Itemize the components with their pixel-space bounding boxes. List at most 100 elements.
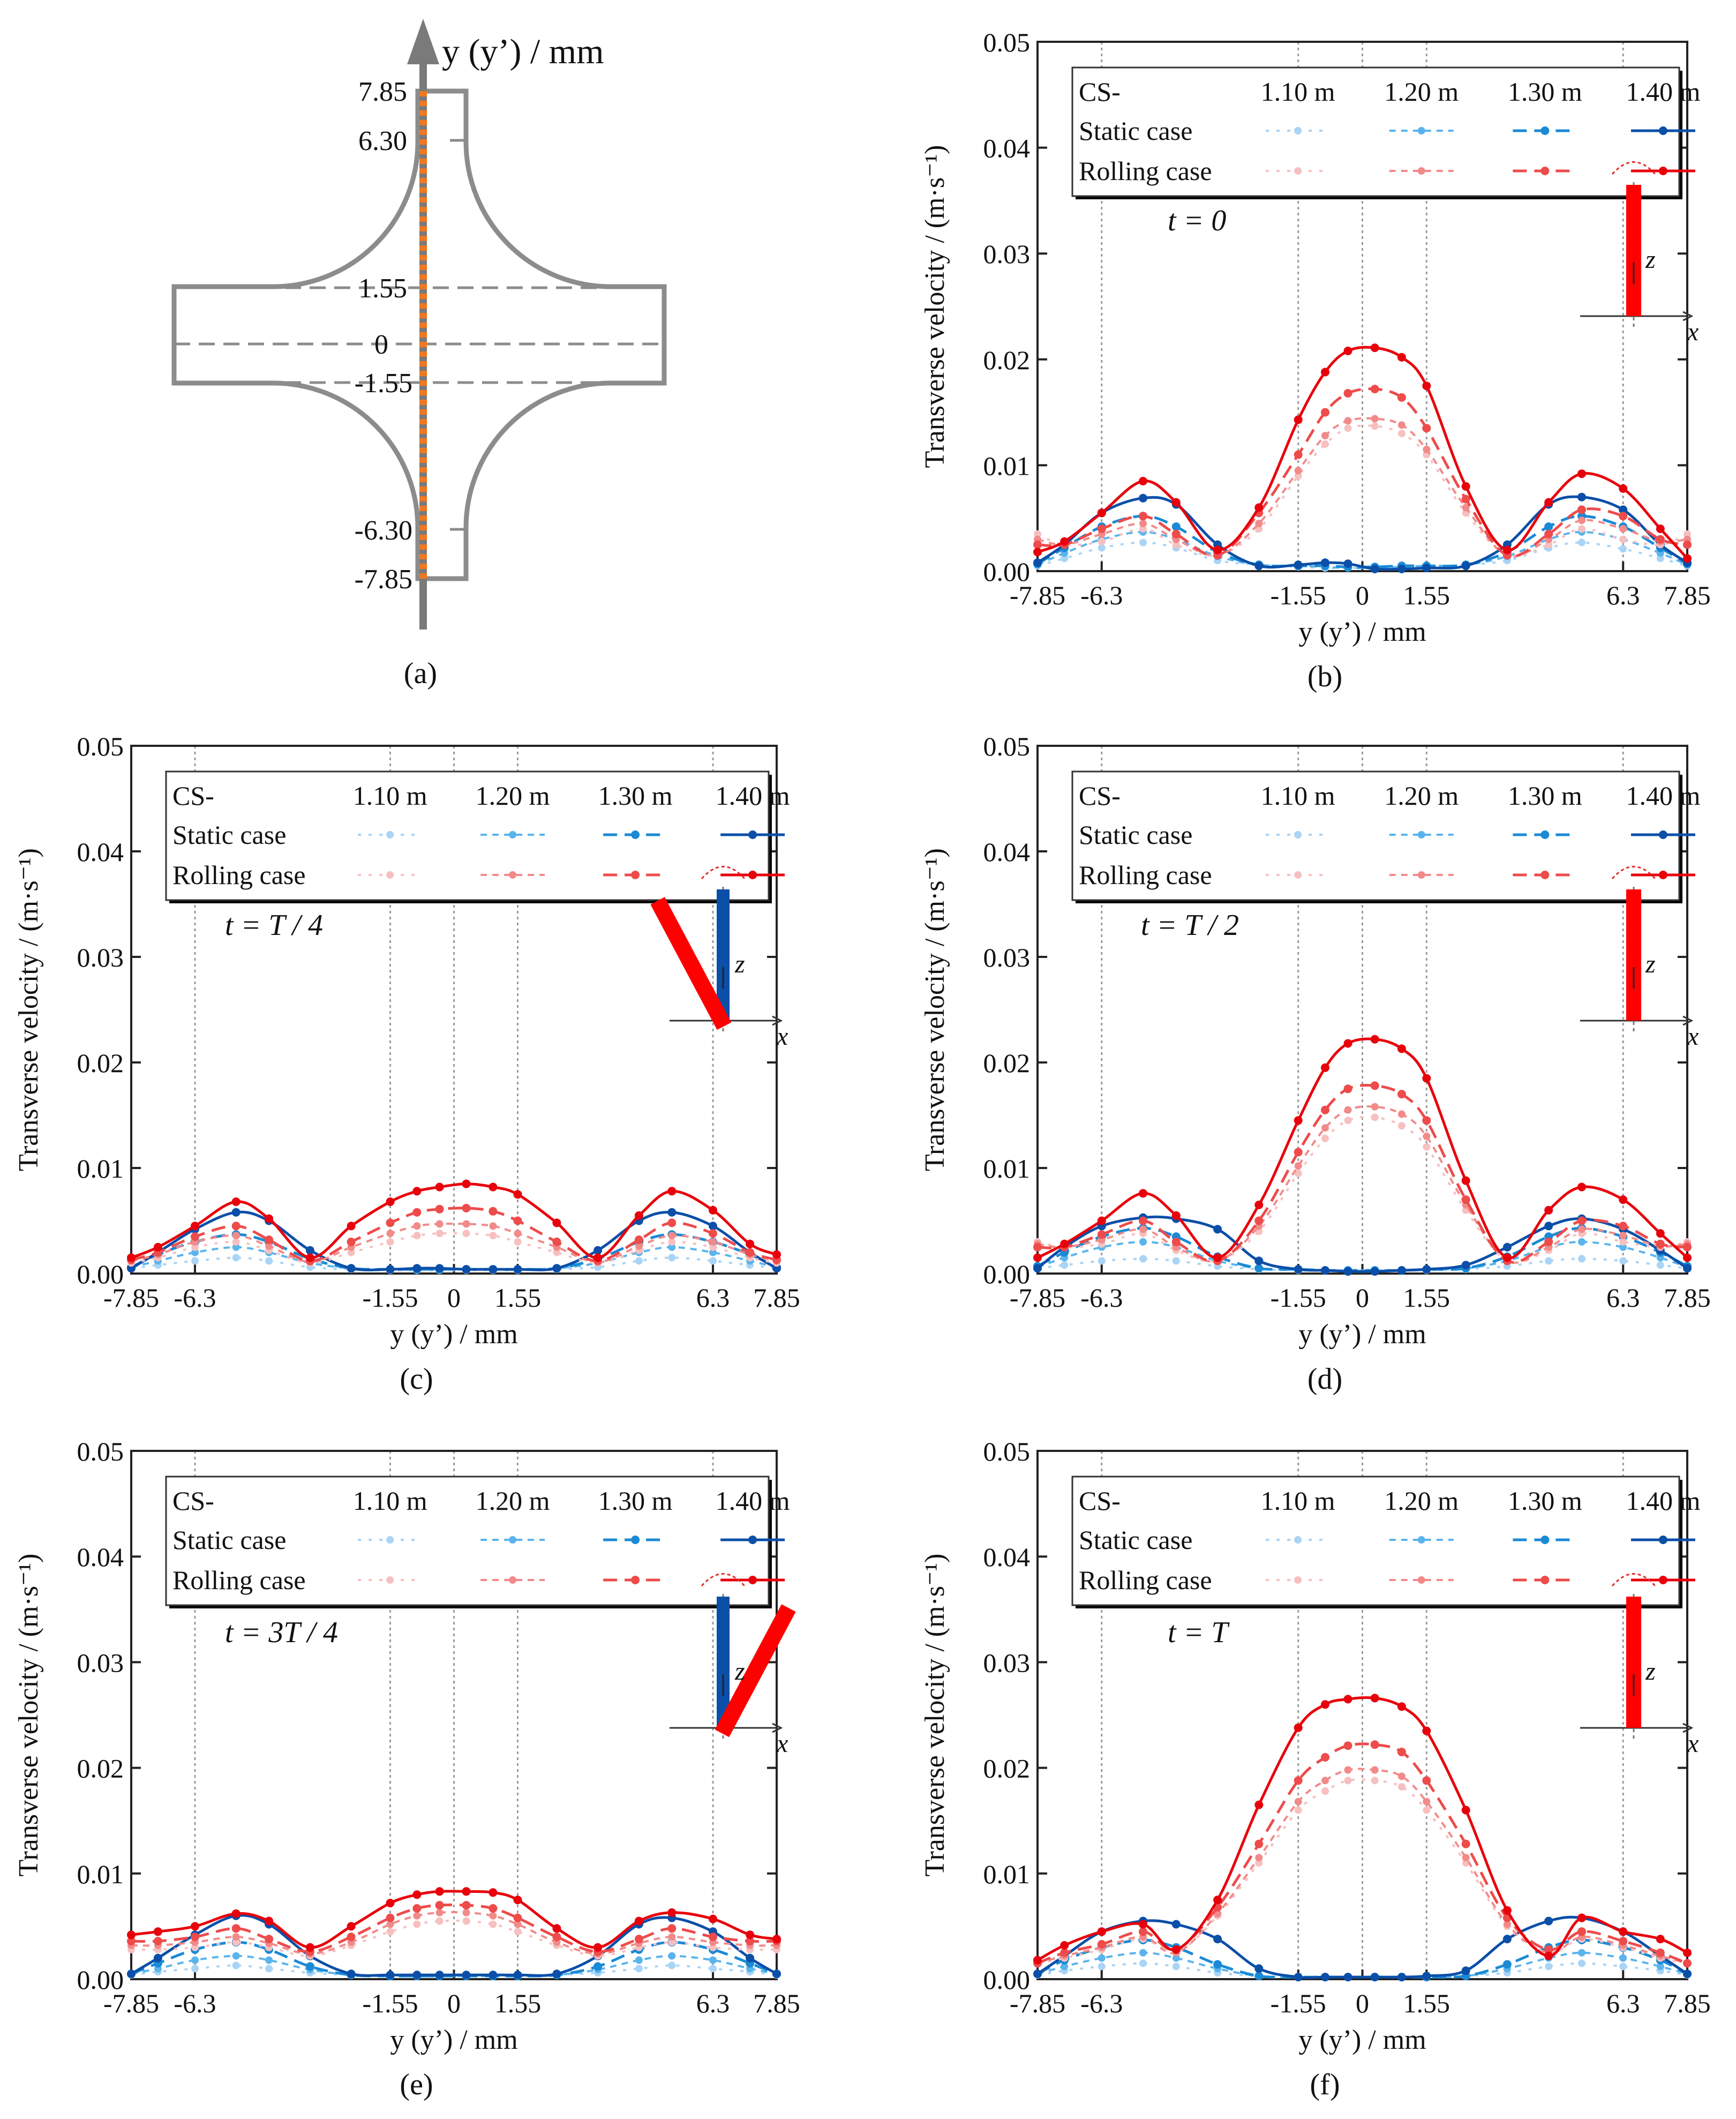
x-tick-label: -1.55 [1271,1988,1326,2018]
data-point [413,1912,421,1920]
x-tick-label: 6.3 [1606,1988,1640,2018]
data-point [1370,1081,1379,1090]
data-point [1544,1222,1553,1231]
data-point [1370,1740,1379,1749]
data-point [1343,389,1352,398]
data-point [513,1216,522,1225]
data-point [1139,520,1147,528]
data-point [1033,1956,1042,1965]
data-point [1397,1748,1406,1756]
series-line [1037,417,1688,558]
data-point [1098,1954,1106,1962]
data-point [1098,537,1106,545]
panel-c-chart: 0.00 0.01 0.02 0.03 0.04 0.05 -7.85 -6.3 -1.55 0 1… [13,731,800,1396]
data-point [435,1220,444,1228]
data-point [1371,1113,1379,1121]
data-point [1321,1063,1329,1072]
data-point [668,1938,676,1946]
data-point [1371,415,1379,423]
y-tick-label: 0.02 [983,1048,1031,1078]
data-point [1172,1963,1180,1971]
data-point [1397,1266,1406,1275]
data-point [1619,525,1627,533]
data-point [1545,1257,1553,1265]
data-point [462,1887,471,1896]
legend-prefix: CS- [172,1486,214,1516]
legend-swatch-marker [1658,1536,1667,1544]
data-point [1294,1973,1303,1982]
data-point [772,1935,781,1944]
data-point [1619,1257,1627,1265]
y-axis-title: Transverse velocity / (m·s⁻¹) [920,1554,950,1877]
data-point [1343,1741,1352,1750]
legend-box [1071,1476,1680,1606]
data-point [553,1248,561,1256]
legend-swatch-marker [386,871,394,879]
data-point [1397,421,1406,429]
y-tick-label: 0.02 [983,345,1031,375]
data-point [1619,1927,1628,1936]
data-point [1254,1972,1264,1981]
legend-swatch-marker [1294,871,1302,879]
data-point [1294,560,1303,570]
series-line [131,1207,777,1262]
data-point [153,1927,162,1936]
data-point [1423,1132,1431,1140]
legend-column-3: 1.30 m [598,781,673,811]
series-line [1036,514,1688,568]
data-point [668,1232,676,1240]
panel-label: (d) [1307,1362,1342,1396]
y-tick-label: 0.04 [77,1542,124,1572]
data-point [1294,1806,1302,1814]
legend-box [165,1476,770,1606]
legend-swatch-marker [631,871,640,879]
data-point [1033,540,1042,549]
data-point [231,1924,241,1933]
data-point [552,1933,561,1942]
data-point [1033,1970,1042,1979]
data-point [552,1970,561,1979]
data-point [412,1904,422,1913]
data-point [634,1935,643,1944]
data-point [191,1222,199,1231]
data-point [1422,1074,1431,1083]
schematic-tick-0: 0 [374,330,388,360]
series-line [1036,1037,1688,1260]
data-point [1462,1854,1470,1862]
data-point [1462,504,1470,512]
data-point [1060,1948,1069,1957]
data-point [1656,1261,1664,1269]
y-tick-label: 0.00 [983,1965,1031,1995]
legend-swatch-marker [1658,1576,1667,1584]
data-point [232,1238,240,1246]
data-point [667,1908,677,1917]
y-tick-label: 0.05 [983,1436,1031,1466]
series-static-4 [1033,492,1692,573]
data-point [1343,1695,1352,1704]
data-point [1033,1264,1042,1273]
data-point [746,1239,755,1248]
legend-swatch-marker [1294,167,1302,175]
data-point [1294,472,1302,480]
data-point [191,1248,199,1256]
data-point [1060,537,1069,546]
inset-z-label: z [734,1657,745,1686]
data-point [513,1190,522,1199]
legend-column-2: 1.20 m [476,1486,550,1516]
data-point [435,1230,444,1238]
legend-swatch-marker [509,831,517,838]
panel-label: (c) [400,1362,433,1396]
data-point [347,1264,356,1273]
x-tick-label: 0 [1356,1988,1369,2018]
series-rolling-2 [1034,1766,1691,1967]
y-axis-arrowhead [407,19,439,64]
data-point [1683,1970,1692,1979]
data-point [1683,1959,1692,1968]
data-point [1254,1200,1264,1209]
data-point [1033,558,1042,567]
data-point [1139,1238,1147,1246]
data-point [1254,1964,1264,1973]
rolling-inset: zx [670,1573,796,1758]
data-point [435,1264,444,1273]
